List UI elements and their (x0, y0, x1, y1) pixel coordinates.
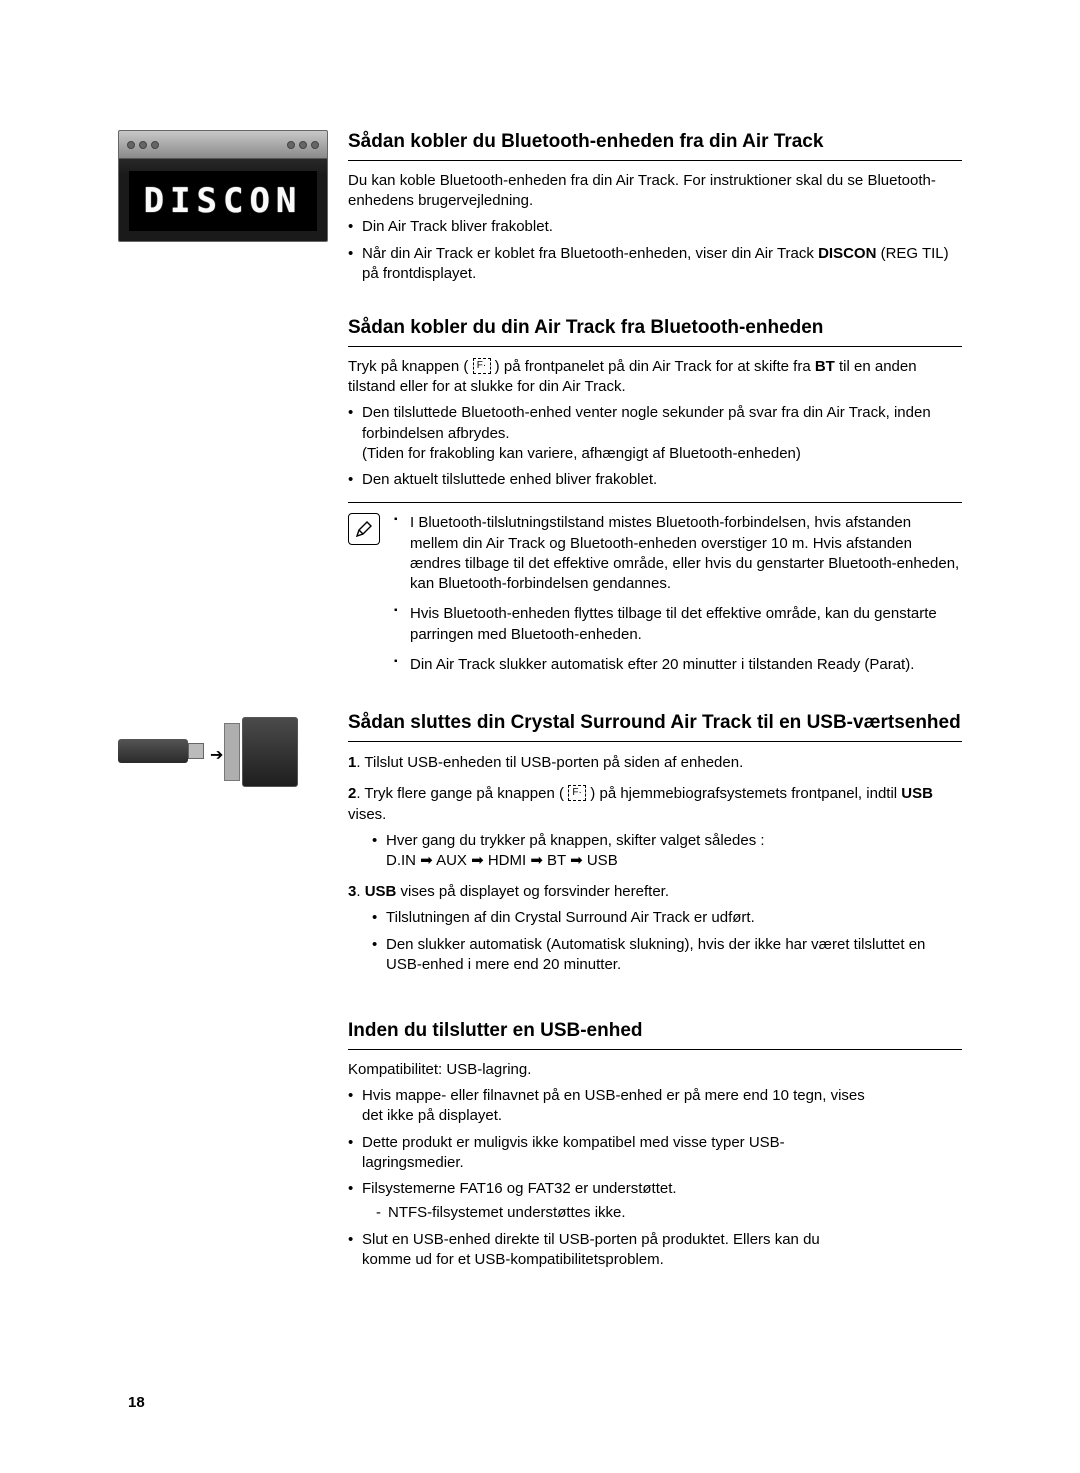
row-usb-before: Inden du tilslutter en USB-enhed Kompati… (118, 1019, 962, 1276)
section2-b1-paren: (Tiden for frakobling kan variere, afhæn… (362, 445, 801, 462)
section4-b3: Filsystemerne FAT16 og FAT32 er understø… (348, 1179, 872, 1224)
section2-intro-mid: ) på frontpanelet på din Air Track for a… (491, 358, 815, 375)
section2-intro: Tryk på knappen ( F· ) på frontpanelet p… (348, 357, 962, 398)
section4-intro: Kompatibilitet: USB-lagring. (348, 1060, 962, 1080)
knob-icon (287, 141, 295, 149)
knob-icon (311, 141, 319, 149)
note2: Hvis Bluetooth-enheden flyttes tilbage t… (394, 604, 962, 645)
step1-text: . Tilslut USB-enheden til USB-porten på … (356, 754, 743, 771)
note-icon (348, 513, 380, 545)
step3-post: vises på displayet og forsvinder herefte… (396, 883, 669, 900)
knob-group-right (287, 141, 319, 149)
knob-icon (151, 141, 159, 149)
step2-post: vises. (348, 806, 386, 823)
source-button-icon: F· (473, 358, 491, 374)
step2: 2. Tryk flere gange på knappen ( F· ) på… (348, 783, 962, 872)
section4-bullets: Hvis mappe- eller filnavnet på en USB-en… (348, 1086, 962, 1270)
section2-b1-text: Den tilsluttede Bluetooth-enhed venter n… (362, 404, 931, 441)
knob-icon (127, 141, 135, 149)
section2-bullets: Den tilsluttede Bluetooth-enhed venter n… (348, 403, 962, 490)
note-box: I Bluetooth-tilslutningstilstand mistes … (348, 502, 962, 685)
row-usb-connect: ➔ Sådan sluttes din Crystal Surround Air… (118, 711, 962, 985)
section1-b1: Din Air Track bliver frakoblet. (348, 217, 962, 237)
page-number: 18 (128, 1394, 145, 1411)
manual-page: DISCON Sådan kobler du Bluetooth-enheden… (0, 0, 1080, 1473)
section4-title: Inden du tilslutter en USB-enhed (348, 1019, 962, 1050)
row-bt-disconnect-device: DISCON Sådan kobler du Bluetooth-enheden… (118, 130, 962, 290)
section4-b1: Hvis mappe- eller filnavnet på en USB-en… (348, 1086, 872, 1127)
left-col-display: DISCON (118, 130, 348, 290)
device-port-icon (224, 723, 240, 781)
device-side-icon (242, 717, 298, 787)
section2-b1: Den tilsluttede Bluetooth-enhed venter n… (348, 403, 962, 464)
usb-plug-icon (188, 743, 204, 759)
source-button-icon: F· (568, 785, 586, 801)
display-top-panel (119, 131, 327, 159)
section4-b3-text: Filsystemerne FAT16 og FAT32 er understø… (362, 1180, 677, 1197)
step3-bold: USB (365, 883, 397, 900)
display-screen: DISCON (129, 171, 317, 231)
section1-b2: Når din Air Track er koblet fra Bluetoot… (348, 244, 962, 285)
step3-sub2: Den slukker automatisk (Automatisk slukn… (372, 935, 962, 976)
step2-mid: ) på hjemmebiografsystemets frontpanel, … (586, 785, 901, 802)
section3-steps: 1. Tilslut USB-enheden til USB-porten på… (348, 752, 962, 975)
note1: I Bluetooth-tilslutningstilstand mistes … (394, 513, 962, 594)
step3-sub: Tilslutningen af din Crystal Surround Ai… (348, 908, 962, 975)
section1-title: Sådan kobler du Bluetooth-enheden fra di… (348, 130, 962, 161)
step3-sub1: Tilslutningen af din Crystal Surround Ai… (372, 908, 962, 928)
section4-b2: Dette produkt er muligvis ikke kompatibe… (348, 1133, 872, 1174)
section4-b3-dash: NTFS-filsystemet understøttes ikke. (376, 1203, 872, 1223)
arrow-icon: ➔ (210, 745, 223, 765)
row-bt-disconnect-airtrack: Sådan kobler du din Air Track fra Blueto… (118, 316, 962, 685)
section2-title: Sådan kobler du din Air Track fra Blueto… (348, 316, 962, 347)
step2-sub1: Hver gang du trykker på knappen, skifter… (372, 831, 962, 872)
section1-bullets: Din Air Track bliver frakoblet. Når din … (348, 217, 962, 284)
step3: 3. USB vises på displayet og forsvinder … (348, 881, 962, 975)
section2-b2: Den aktuelt tilsluttede enhed bliver fra… (348, 470, 962, 490)
display-device-illustration: DISCON (118, 130, 328, 242)
section4-b3-dashlist: NTFS-filsystemet understøttes ikke. (362, 1203, 872, 1223)
usb-illustration: ➔ (118, 717, 298, 787)
usb-stick-icon (118, 739, 188, 763)
section3-title: Sådan sluttes din Crystal Surround Air T… (348, 711, 962, 742)
pencil-icon (354, 519, 374, 539)
section1-intro: Du kan koble Bluetooth-enheden fra din A… (348, 171, 962, 212)
section2-intro-bold: BT (815, 358, 835, 375)
section4-b4: Slut en USB-enhed direkte til USB-porten… (348, 1230, 872, 1271)
knob-icon (139, 141, 147, 149)
step1: 1. Tilslut USB-enheden til USB-porten på… (348, 752, 962, 773)
display-text: DISCON (144, 181, 303, 221)
knob-icon (299, 141, 307, 149)
note-list: I Bluetooth-tilslutningstilstand mistes … (394, 513, 962, 685)
left-col-usb: ➔ (118, 711, 348, 985)
knob-group-left (127, 141, 159, 149)
step2-seq: D.IN ➡ AUX ➡ HDMI ➡ BT ➡ USB (386, 852, 618, 869)
step2-pre: . Tryk flere gange på knappen ( (356, 785, 568, 802)
step2-bold: USB (901, 785, 933, 802)
step3-num: 3 (348, 883, 356, 900)
section1-b2-pre: Når din Air Track er koblet fra Bluetoot… (362, 245, 818, 262)
section1-b2-bold: DISCON (818, 245, 876, 262)
step2-sub: Hver gang du trykker på knappen, skifter… (348, 831, 962, 872)
step2-sub1-text: Hver gang du trykker på knappen, skifter… (386, 832, 765, 849)
note3: Din Air Track slukker automatisk efter 2… (394, 655, 962, 675)
section2-intro-pre: Tryk på knappen ( (348, 358, 473, 375)
